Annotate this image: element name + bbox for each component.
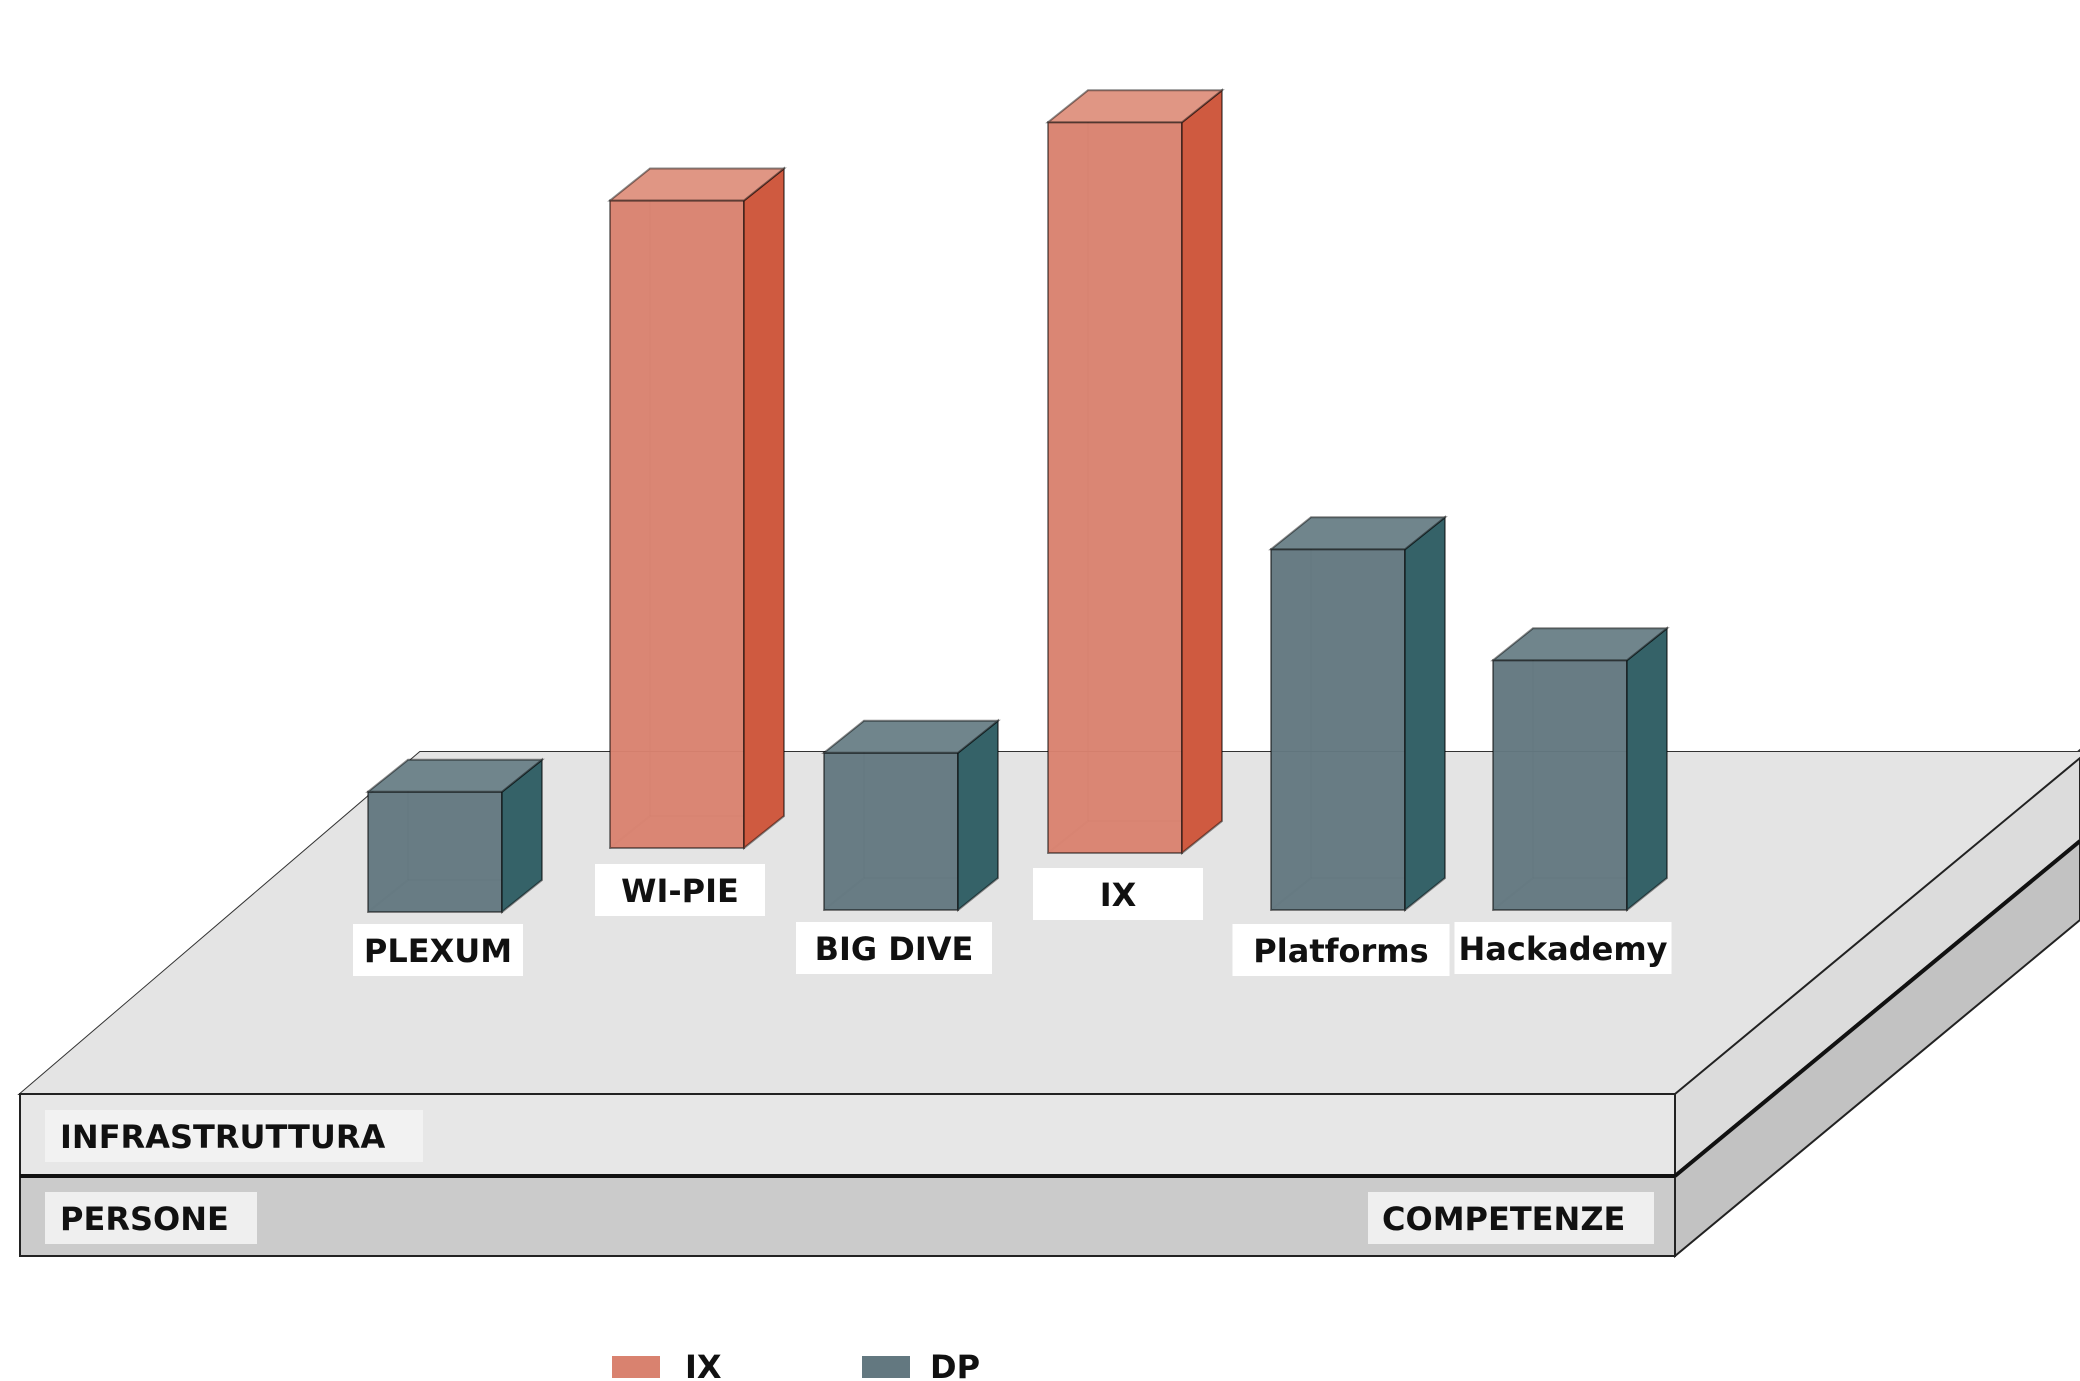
- bar-side-hackademy: [1626, 626, 1668, 913]
- category-label-wi-pie: WI-PIE: [595, 864, 765, 916]
- bar-top-wi-pie: [607, 167, 787, 202]
- bar-top-platforms: [1268, 516, 1448, 551]
- bar-front-hackademy: [1492, 659, 1628, 911]
- label-box-competenze: [1368, 1192, 1654, 1244]
- label-persone: PERSONE: [60, 1200, 229, 1238]
- label-competenze: COMPETENZE: [1382, 1200, 1625, 1238]
- bar-side-big-dive: [957, 718, 999, 913]
- bar-side-plexum: [501, 757, 543, 915]
- category-label-box-big-dive: [796, 922, 992, 974]
- category-label-box-ix: [1033, 868, 1203, 920]
- bar-ix: [1045, 88, 1225, 856]
- bar-platforms: [1268, 515, 1448, 913]
- bar-front-wi-pie: [609, 199, 745, 849]
- category-label-platforms: Platforms: [1232, 924, 1450, 976]
- label-box-persone: [45, 1192, 257, 1244]
- bar-front-big-dive: [823, 751, 959, 911]
- category-label-plexum: PLEXUM: [353, 924, 523, 976]
- legend-swatch-ix: [612, 1356, 660, 1378]
- bar-hackademy: [1490, 626, 1670, 913]
- category-label-text-wi-pie: WI-PIE: [621, 872, 739, 910]
- bars-group: [365, 88, 1670, 915]
- category-label-text-plexum: PLEXUM: [364, 932, 512, 970]
- category-label-box-plexum: [353, 924, 523, 976]
- bar-front-platforms: [1270, 548, 1406, 911]
- bar-side-wi-pie: [743, 166, 785, 851]
- legend-label-ix: IX: [685, 1348, 722, 1381]
- bar-top-hackademy: [1490, 627, 1670, 662]
- category-label-box-wi-pie: [595, 864, 765, 916]
- legend: IX DP: [612, 1348, 980, 1381]
- category-label-box-platforms: [1232, 924, 1450, 976]
- bar-front-plexum: [367, 790, 503, 913]
- bar-plexum: [365, 757, 545, 915]
- category-label-text-platforms: Platforms: [1253, 932, 1428, 970]
- category-label-text-hackademy: Hackademy: [1458, 930, 1667, 968]
- bar-top-ix: [1045, 89, 1225, 124]
- bar-front-ix: [1047, 121, 1183, 854]
- category-label-text-big-dive: BIG DIVE: [815, 930, 974, 968]
- bar-side-ix: [1181, 88, 1223, 856]
- bar-top-plexum: [365, 758, 545, 793]
- bar-side-platforms: [1404, 515, 1446, 913]
- category-label-text-ix: IX: [1100, 876, 1137, 914]
- platform-labels: INFRASTRUTTURA PERSONE COMPETENZE: [45, 1110, 1654, 1244]
- legend-label-dp: DP: [930, 1348, 980, 1381]
- category-label-box-hackademy: [1454, 922, 1672, 974]
- label-infrastruttura: INFRASTRUTTURA: [60, 1118, 385, 1156]
- bar-wi-pie: [607, 166, 787, 851]
- category-label-big-dive: BIG DIVE: [796, 922, 992, 974]
- category-label-hackademy: Hackademy: [1454, 922, 1672, 974]
- label-box-infrastruttura: [45, 1110, 423, 1162]
- legend-swatch-dp: [862, 1356, 910, 1378]
- category-label-ix: IX: [1033, 868, 1203, 920]
- bar-top-big-dive: [821, 719, 1001, 754]
- category-labels: PLEXUM WI-PIE BIG DIVE IX Platforms Hackademy: [353, 864, 1672, 976]
- bar-big-dive: [821, 718, 1001, 913]
